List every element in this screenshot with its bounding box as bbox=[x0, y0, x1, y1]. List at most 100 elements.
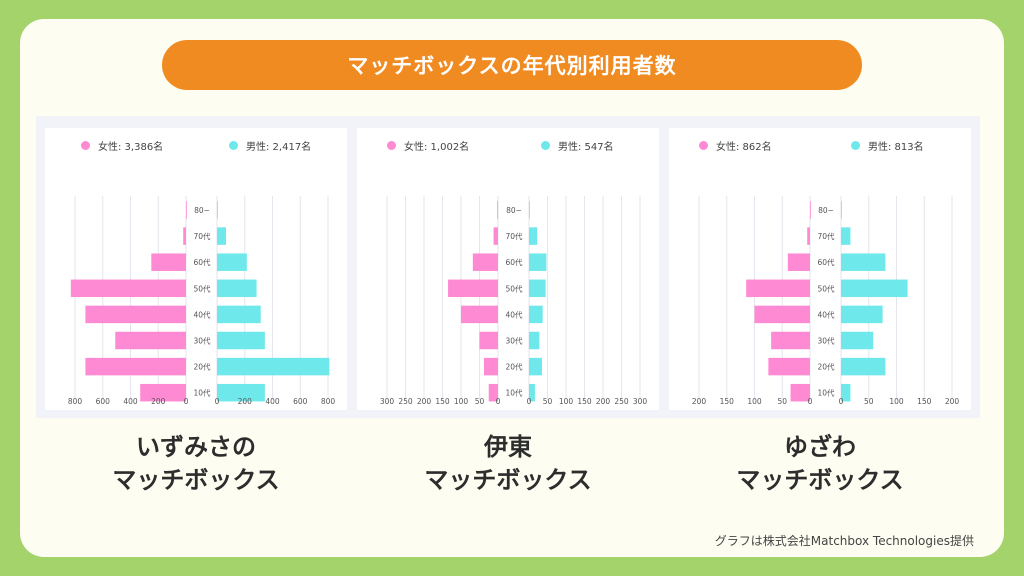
female-bar[interactable] bbox=[483, 357, 498, 376]
x-tick-label: 100 bbox=[747, 397, 762, 406]
female-bar[interactable] bbox=[472, 253, 498, 271]
age-tick-label: 80~ bbox=[194, 206, 210, 215]
caption-line-2: マッチボックス bbox=[736, 466, 904, 494]
x-tick-label: 600 bbox=[96, 397, 111, 406]
x-tick-label: 50 bbox=[543, 397, 553, 406]
x-tick-label: 300 bbox=[380, 397, 395, 406]
x-tick-label: 50 bbox=[864, 397, 874, 406]
legend-female[interactable]: 女性: 1,002名 bbox=[387, 138, 469, 153]
x-tick-label: 400 bbox=[265, 397, 280, 406]
legend: 女性: 862名 男性: 813名 bbox=[669, 138, 971, 158]
legend-male[interactable]: 男性: 2,417名 bbox=[229, 138, 311, 153]
male-dot-icon bbox=[541, 141, 550, 150]
male-bar[interactable] bbox=[841, 227, 851, 245]
male-bar[interactable] bbox=[217, 279, 257, 298]
female-bar[interactable] bbox=[140, 383, 186, 402]
female-dot-icon bbox=[81, 141, 90, 150]
female-bar[interactable] bbox=[790, 383, 810, 402]
age-tick-label: 30代 bbox=[505, 336, 523, 346]
age-tick-label: 60代 bbox=[193, 257, 211, 267]
male-bar[interactable] bbox=[841, 331, 874, 350]
x-tick-label: 200 bbox=[945, 397, 960, 406]
male-bar[interactable] bbox=[217, 253, 247, 271]
male-bar[interactable] bbox=[217, 383, 265, 402]
age-tick-label: 70代 bbox=[817, 231, 835, 241]
male-bar[interactable] bbox=[529, 201, 530, 219]
x-tick-label: 50 bbox=[777, 397, 787, 406]
credit-text: グラフは株式会社Matchbox Technologies提供 bbox=[714, 534, 974, 548]
age-tick-label: 10代 bbox=[505, 388, 523, 398]
female-bar[interactable] bbox=[768, 357, 810, 376]
age-tick-label: 40代 bbox=[505, 309, 523, 319]
female-bar[interactable] bbox=[85, 357, 186, 376]
male-bar[interactable] bbox=[217, 331, 265, 350]
age-tick-label: 50代 bbox=[193, 283, 211, 293]
female-bar[interactable] bbox=[183, 227, 186, 245]
x-tick-label: 0 bbox=[839, 397, 844, 406]
age-tick-label: 20代 bbox=[505, 362, 523, 372]
legend-male-label: 男性: 2,417名 bbox=[246, 142, 312, 153]
male-bar[interactable] bbox=[841, 305, 883, 324]
male-bar[interactable] bbox=[529, 253, 547, 271]
male-bar[interactable] bbox=[529, 331, 540, 350]
female-bar[interactable] bbox=[461, 305, 498, 324]
female-bar[interactable] bbox=[746, 279, 810, 298]
legend-female[interactable]: 女性: 862名 bbox=[699, 138, 772, 153]
x-tick-label: 0 bbox=[527, 397, 532, 406]
male-bar[interactable] bbox=[217, 201, 218, 219]
x-tick-label: 250 bbox=[398, 397, 413, 406]
female-bar[interactable] bbox=[488, 383, 498, 402]
legend-male[interactable]: 男性: 813名 bbox=[851, 138, 924, 153]
female-bar[interactable] bbox=[810, 201, 811, 219]
female-bar[interactable] bbox=[754, 305, 811, 324]
male-bar[interactable] bbox=[841, 201, 842, 219]
x-tick-label: 300 bbox=[633, 397, 648, 406]
male-bar[interactable] bbox=[529, 279, 546, 298]
female-bar[interactable] bbox=[115, 331, 186, 350]
female-bar[interactable] bbox=[497, 201, 499, 219]
male-bar[interactable] bbox=[529, 227, 538, 245]
legend-female[interactable]: 女性: 3,386名 bbox=[81, 138, 163, 153]
legend-female-label: 女性: 3,386名 bbox=[98, 142, 164, 153]
female-bar[interactable] bbox=[493, 227, 498, 245]
x-tick-label: 200 bbox=[692, 397, 707, 406]
caption-line-2: マッチボックス bbox=[424, 466, 592, 494]
male-bar[interactable] bbox=[841, 383, 851, 402]
male-bar[interactable] bbox=[841, 357, 886, 376]
female-bar[interactable] bbox=[186, 201, 187, 219]
female-bar[interactable] bbox=[479, 331, 499, 350]
x-tick-label: 200 bbox=[417, 397, 432, 406]
male-bar[interactable] bbox=[841, 279, 908, 298]
female-bar[interactable] bbox=[85, 305, 186, 324]
female-bar[interactable] bbox=[787, 253, 810, 271]
age-tick-label: 40代 bbox=[817, 309, 835, 319]
female-bar[interactable] bbox=[448, 279, 498, 298]
legend-female-label: 女性: 1,002名 bbox=[404, 142, 470, 153]
female-bar[interactable] bbox=[151, 253, 186, 271]
male-bar[interactable] bbox=[217, 357, 330, 376]
male-bar[interactable] bbox=[217, 227, 227, 245]
x-tick-label: 150 bbox=[720, 397, 735, 406]
female-bar[interactable] bbox=[807, 227, 810, 245]
legend: 女性: 3,386名 男性: 2,417名 bbox=[45, 138, 347, 158]
age-tick-label: 60代 bbox=[817, 257, 835, 267]
population-pyramid-chart: 80~ 70代 60代 50代 40代 30代 20代 10代 200 150 100 50 0 0 50 1… bbox=[692, 196, 960, 406]
caption-line-1: ゆざわ bbox=[784, 433, 856, 461]
male-bar[interactable] bbox=[529, 305, 543, 324]
legend-male[interactable]: 男性: 547名 bbox=[541, 138, 614, 153]
male-bar[interactable] bbox=[529, 383, 535, 402]
male-bar[interactable] bbox=[529, 357, 542, 376]
female-bar[interactable] bbox=[70, 279, 186, 298]
legend-female-label: 女性: 862名 bbox=[716, 142, 772, 153]
male-bar[interactable] bbox=[841, 253, 886, 271]
chart-panel-izumisano: 女性: 3,386名 男性: 2,417名 80~ 70代 60代 50代 40代 30代… bbox=[45, 128, 347, 410]
male-dot-icon bbox=[851, 141, 860, 150]
chart-panel-ito: 女性: 1,002名 男性: 547名 80~ 70代 60代 50代 40代 30代 20… bbox=[357, 128, 659, 410]
male-bar[interactable] bbox=[217, 305, 261, 324]
female-bar[interactable] bbox=[771, 331, 810, 350]
x-tick-label: 250 bbox=[614, 397, 629, 406]
x-tick-label: 600 bbox=[293, 397, 308, 406]
caption-line-2: マッチボックス bbox=[112, 466, 280, 494]
x-tick-label: 800 bbox=[321, 397, 336, 406]
